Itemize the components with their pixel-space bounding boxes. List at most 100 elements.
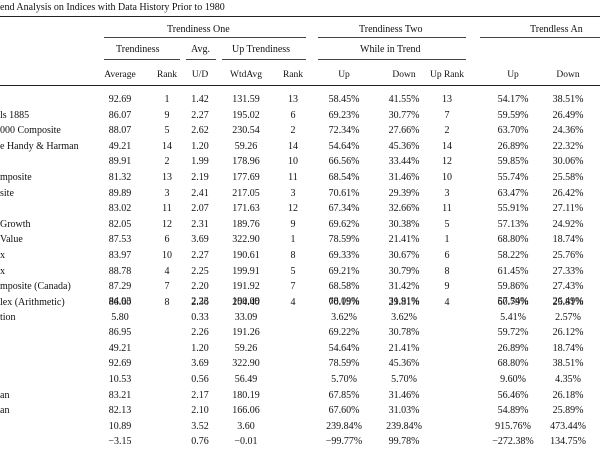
table-cell: 5	[164, 125, 170, 137]
table-cell: 6	[290, 109, 296, 121]
underline-up-trendiness	[222, 59, 306, 60]
subheader-up-trendiness: Up Trendiness	[232, 44, 291, 55]
table-row: mposite (Canada) 87.29 7 2.20 191.92 7 68.58% 3…	[0, 280, 600, 293]
table-cell: 190.09	[232, 296, 260, 307]
table-cell: 69.23%	[328, 109, 360, 121]
table-cell: 2	[444, 125, 450, 137]
table-cell: 72.34%	[328, 125, 360, 137]
table-cell: 3.62%	[391, 311, 417, 323]
table-cell: 24.36%	[552, 125, 584, 137]
table-row: an 83.21 2.17 180.19 67.85% 31.46% 56.46% 26.18…	[0, 389, 600, 402]
underline-trendiness	[104, 59, 180, 60]
table-row: Growth 82.05 12 2.31 189.76 9 69.62% 30.38% 5 57.…	[0, 218, 600, 231]
table-cell: 199.91	[232, 265, 260, 277]
table-cell: 5	[290, 265, 296, 277]
underline-while-in-trend	[318, 59, 466, 60]
header-rule	[0, 85, 600, 86]
subheader-while-in-trend: While in Trend	[360, 44, 421, 55]
table-cell: 4	[164, 265, 170, 277]
table-cell: 2	[164, 156, 170, 168]
subheader-trendiness: Trendiness	[116, 44, 160, 55]
column-header: Down	[392, 70, 416, 80]
table-row: 89.91 2 1.99 178.96 10 66.56% 33.44% 12 59.85% 30…	[0, 155, 600, 168]
table-cell: 92.69	[108, 94, 132, 105]
table-cell: 2.19	[191, 172, 209, 183]
table-cell: 18.74%	[552, 342, 584, 354]
table-cell: 26.89%	[497, 140, 529, 152]
table-row: mposite 81.32 13 2.19 177.69 11 68.54% 31.46% 10…	[0, 171, 600, 184]
table-cell: 8	[444, 265, 450, 277]
table-cell: 2.17	[191, 389, 209, 401]
table-cell: 5.70%	[331, 374, 357, 385]
table-cell: 8	[290, 250, 296, 261]
table-cell: 27.11%	[552, 203, 584, 215]
table-row: site 89.89 3 2.41 217.05 3 70.61% 29.39% 3 63.47%…	[0, 187, 600, 200]
table-cell: 0.56	[191, 374, 209, 385]
underline-trendless-analysis	[480, 37, 600, 38]
table-cell: 239.84%	[326, 420, 362, 432]
table-row: e Handy & Harman 49.21 14 1.20 59.26 14 54.64%…	[0, 140, 600, 153]
table-cell: 30.06%	[552, 156, 584, 168]
table-cell: 3.62%	[331, 311, 357, 323]
row-label: site	[0, 187, 14, 199]
table-cell: 180.19	[232, 389, 260, 401]
table-cell: 10	[442, 172, 452, 183]
table-cell: 31.91%	[388, 296, 420, 307]
row-label: 000 Composite	[0, 125, 61, 137]
table-cell: 70.19%	[328, 296, 360, 308]
row-label: e Handy & Harman	[0, 140, 79, 152]
table-cell: 70.61%	[328, 187, 360, 199]
table-cell: 10	[162, 250, 172, 261]
table-cell: 25.89%	[552, 405, 584, 417]
table-cell: 86.07	[108, 109, 132, 121]
table-cell: 59.26	[234, 342, 258, 354]
table-cell: 69.22%	[328, 327, 360, 339]
table-cell: 27.33%	[552, 265, 584, 277]
table-cell: 134.75%	[550, 436, 586, 448]
table-cell: 3	[444, 187, 450, 199]
table-cell: 30.78%	[388, 327, 420, 339]
top-rule	[0, 16, 600, 17]
table-row: 10.53 0.56 56.49 5.70% 5.70% 9.60% 4.35%	[0, 373, 600, 386]
table-cell: 166.06	[232, 405, 260, 417]
table-row: 84.03 2.23 190.09 68.09% 31.91% 57.54% 26.49%	[0, 295, 600, 308]
table-cell: 2.36	[191, 296, 209, 308]
table-cell: 84.03	[108, 296, 132, 307]
table-cell: 12	[162, 218, 172, 230]
table-cell: 190.61	[232, 250, 260, 261]
table-cell: 178.96	[232, 156, 260, 168]
table-cell: 195.02	[232, 109, 260, 121]
table-cell: 89.89	[108, 187, 132, 199]
table-cell: 26.49%	[552, 109, 584, 121]
table-cell: 2.31	[191, 218, 209, 230]
table-cell: 86.95	[108, 327, 132, 339]
table-cell: 24.92%	[552, 218, 584, 230]
table-cell: 81.32	[108, 172, 132, 183]
table-cell: 68.09%	[328, 296, 360, 307]
table-cell: 38.51%	[552, 94, 584, 105]
table-cell: 473.44%	[550, 420, 586, 432]
table-cell: 57.13%	[497, 218, 529, 230]
table-cell: 54.17%	[497, 94, 529, 105]
table-cell: 11	[288, 172, 298, 183]
table-cell: 67.60%	[328, 405, 360, 417]
table-cell: 33.44%	[388, 156, 420, 168]
table-cell: 2.57%	[555, 311, 581, 323]
table-cell: 87.29	[108, 281, 132, 293]
table-row: ls 1885 86.07 9 2.27 195.02 6 69.23% 30.77% 7 59.…	[0, 109, 600, 122]
table-cell: 57.54%	[497, 296, 529, 307]
table-cell: 82.05	[108, 218, 132, 230]
table-cell: 1	[290, 234, 296, 246]
table-cell: 1.99	[191, 156, 209, 168]
table-cell: 83.02	[108, 203, 132, 215]
table-cell: 61.45%	[497, 265, 529, 277]
table-cell: 191.92	[232, 281, 260, 293]
table-cell: 27.66%	[388, 125, 420, 137]
column-header: Up Rank	[429, 70, 465, 80]
table-cell: 4	[444, 296, 450, 308]
table-cell: 88.07	[108, 125, 132, 137]
table-cell: 21.41%	[388, 234, 420, 246]
group-header-trendiness-one: Trendiness One	[167, 24, 230, 35]
table-cell: 27.43%	[552, 281, 584, 293]
